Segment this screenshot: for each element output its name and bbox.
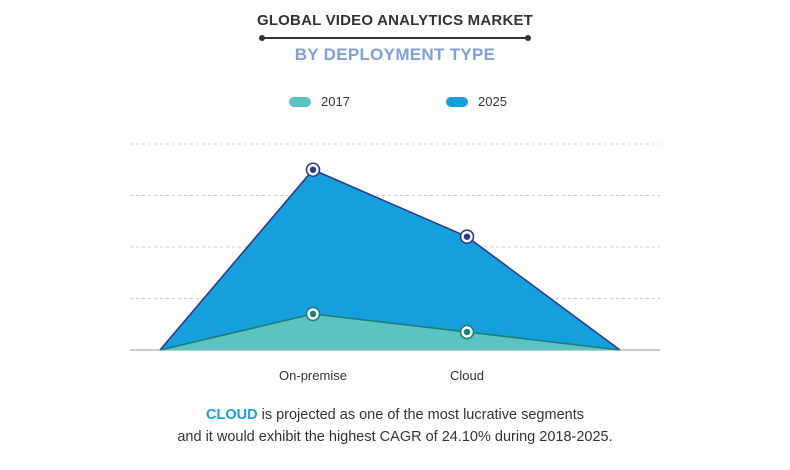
- caption-line-2: and it would exhibit the highest CAGR of…: [177, 429, 613, 445]
- point-2025-cloud-core: [463, 233, 471, 240]
- legend-item-2017: 2017: [289, 94, 350, 109]
- legend-label-2025: 2025: [478, 94, 507, 109]
- title-divider: [259, 35, 531, 41]
- x-tick-label-on-premise: On-premise: [279, 368, 347, 383]
- chart-subtitle: BY DEPLOYMENT TYPE: [294, 45, 496, 64]
- caption-line-1: CLOUD is projected as one of the most lu…: [0, 404, 790, 426]
- chart-title: GLOBAL VIDEO ANALYTICS MARKET: [256, 12, 534, 29]
- x-tick-label-cloud: Cloud: [450, 368, 484, 383]
- line-2017: [159, 313, 621, 351]
- legend-swatch-2025: [446, 96, 468, 107]
- chart-caption: CLOUD is projected as one of the most lu…: [0, 404, 790, 448]
- legend-swatch-2017: [289, 96, 311, 107]
- legend: 2017 2025: [0, 94, 790, 112]
- legend-label-2017: 2017: [321, 94, 350, 109]
- caption-highlight: CLOUD: [206, 407, 258, 423]
- point-2017-on-premise-core: [309, 310, 317, 318]
- caption-line-1-text: is projected as one of the most lucrativ…: [257, 407, 584, 423]
- area-chart: On-premise Cloud: [130, 143, 660, 383]
- point-2025-on-premise-core: [309, 166, 317, 173]
- line-2025: [159, 168, 621, 351]
- legend-item-2025: 2025: [446, 94, 507, 109]
- point-2017-cloud-core: [463, 328, 471, 336]
